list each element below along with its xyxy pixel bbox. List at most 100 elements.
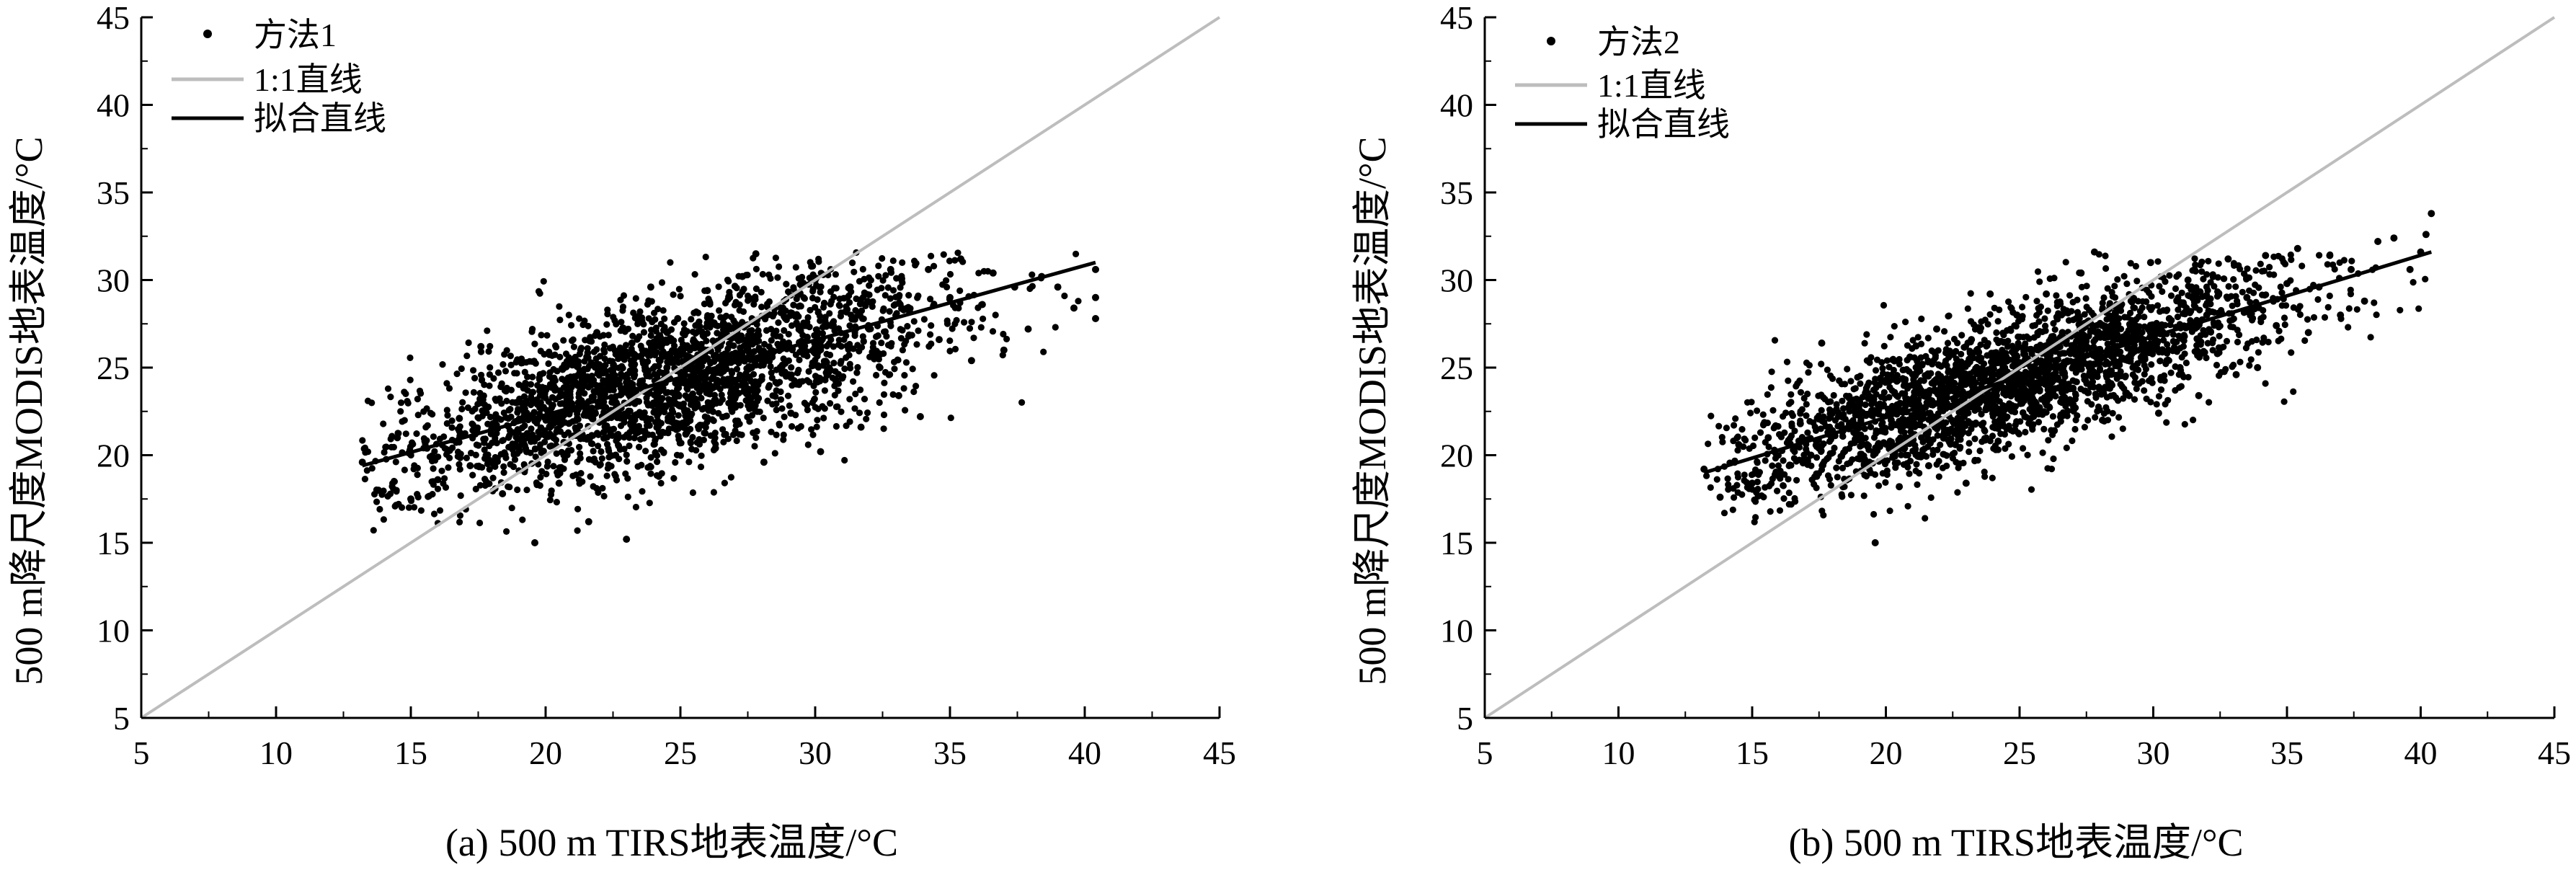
scatter-point xyxy=(524,387,531,394)
scatter-point xyxy=(823,350,830,358)
scatter-point xyxy=(685,458,693,466)
scatter-point xyxy=(496,395,503,402)
scatter-point xyxy=(737,344,744,352)
scatter-point xyxy=(422,424,430,431)
scatter-point xyxy=(881,368,889,376)
scatter-point xyxy=(831,327,838,334)
scatter-point xyxy=(2036,278,2043,285)
scatter-point xyxy=(464,404,472,412)
scatter-point xyxy=(663,329,670,337)
scatter-point xyxy=(536,431,543,439)
y-axis-title-a: 500 m降尺度MODIS地表温度/°C xyxy=(7,136,50,685)
scatter-point xyxy=(430,433,438,440)
scatter-point xyxy=(1986,438,1994,445)
scatter-point xyxy=(722,412,729,420)
scatter-point xyxy=(1754,407,1761,414)
scatter-point xyxy=(520,399,528,407)
scatter-point xyxy=(792,264,799,271)
scatter-point xyxy=(2141,355,2149,363)
scatter-point xyxy=(2104,417,2112,424)
scatter-point xyxy=(643,373,651,380)
scatter-point xyxy=(664,389,672,396)
scatter-point xyxy=(724,296,732,303)
scatter-point xyxy=(554,425,561,433)
scatter-point xyxy=(1872,367,1880,374)
scatter-point xyxy=(893,275,900,282)
scatter-point xyxy=(674,315,682,322)
scatter-point xyxy=(675,425,682,432)
scatter-point xyxy=(727,390,734,397)
scatter-point xyxy=(2397,306,2404,314)
scatter-point xyxy=(736,307,743,314)
scatter-point xyxy=(2061,350,2069,357)
legend-marker-points-a xyxy=(203,30,212,38)
scatter-point xyxy=(529,411,537,418)
scatter-point xyxy=(764,397,771,404)
scatter-point xyxy=(593,329,601,337)
scatter-point xyxy=(1911,442,1919,449)
scatter-point xyxy=(1924,443,1932,450)
scatter-point xyxy=(2287,251,2294,259)
scatter-point xyxy=(617,422,625,430)
scatter-point xyxy=(636,409,644,417)
scatter-point xyxy=(601,341,608,348)
scatter-point xyxy=(743,365,750,372)
scatter-point xyxy=(2057,301,2064,308)
scatter-point xyxy=(2136,323,2143,330)
scatter-point xyxy=(603,321,610,328)
scatter-point xyxy=(1719,438,1726,445)
scatter-point xyxy=(610,361,618,368)
scatter-point xyxy=(768,353,776,361)
scatter-point xyxy=(1880,439,1888,446)
scatter-point xyxy=(548,442,555,450)
scatter-point xyxy=(553,344,560,351)
scatter-point xyxy=(754,397,761,405)
scatter-point xyxy=(574,416,582,423)
scatter-point xyxy=(510,451,518,458)
scatter-point xyxy=(848,316,856,323)
scatter-point xyxy=(955,304,962,312)
scatter-point xyxy=(846,396,853,403)
scatter-point xyxy=(2086,372,2093,379)
scatter-point xyxy=(980,315,987,322)
scatter-point xyxy=(2126,358,2133,365)
scatter-point xyxy=(760,414,767,422)
scatter-point xyxy=(1880,342,1888,350)
scatter-point xyxy=(778,361,786,368)
scatter-point xyxy=(481,435,489,443)
scatter-point xyxy=(2275,252,2282,259)
x-tick-label: 25 xyxy=(664,734,697,771)
scatter-point xyxy=(711,321,719,328)
scatter-point xyxy=(704,355,711,362)
scatter-point xyxy=(1803,412,1810,420)
scatter-point xyxy=(617,414,625,421)
scatter-point xyxy=(552,436,560,444)
scatter-point xyxy=(542,417,549,424)
scatter-point xyxy=(1997,411,2004,419)
scatter-point xyxy=(1890,366,1897,374)
scatter-point xyxy=(902,407,909,414)
scatter-point xyxy=(2131,396,2138,403)
scatter-point xyxy=(775,319,782,327)
scatter-point xyxy=(2260,314,2267,321)
scatter-point xyxy=(439,361,446,368)
scatter-point xyxy=(727,381,734,389)
identity-line-a xyxy=(140,16,1221,719)
scatter-point xyxy=(666,335,673,342)
scatter-point xyxy=(368,465,376,472)
scatter-point xyxy=(1958,332,1966,339)
scatter-point xyxy=(683,344,690,352)
scatter-point xyxy=(1941,328,1948,335)
scatter-point xyxy=(806,378,813,386)
scatter-point xyxy=(583,412,590,420)
scatter-point xyxy=(739,350,746,358)
scatter-point xyxy=(830,360,838,367)
scatter-point xyxy=(1826,372,1834,379)
scatter-point xyxy=(2193,284,2200,291)
scatter-point xyxy=(655,472,663,480)
scatter-point xyxy=(536,401,543,409)
scatter-point xyxy=(523,435,530,442)
scatter-point xyxy=(1896,355,1903,363)
